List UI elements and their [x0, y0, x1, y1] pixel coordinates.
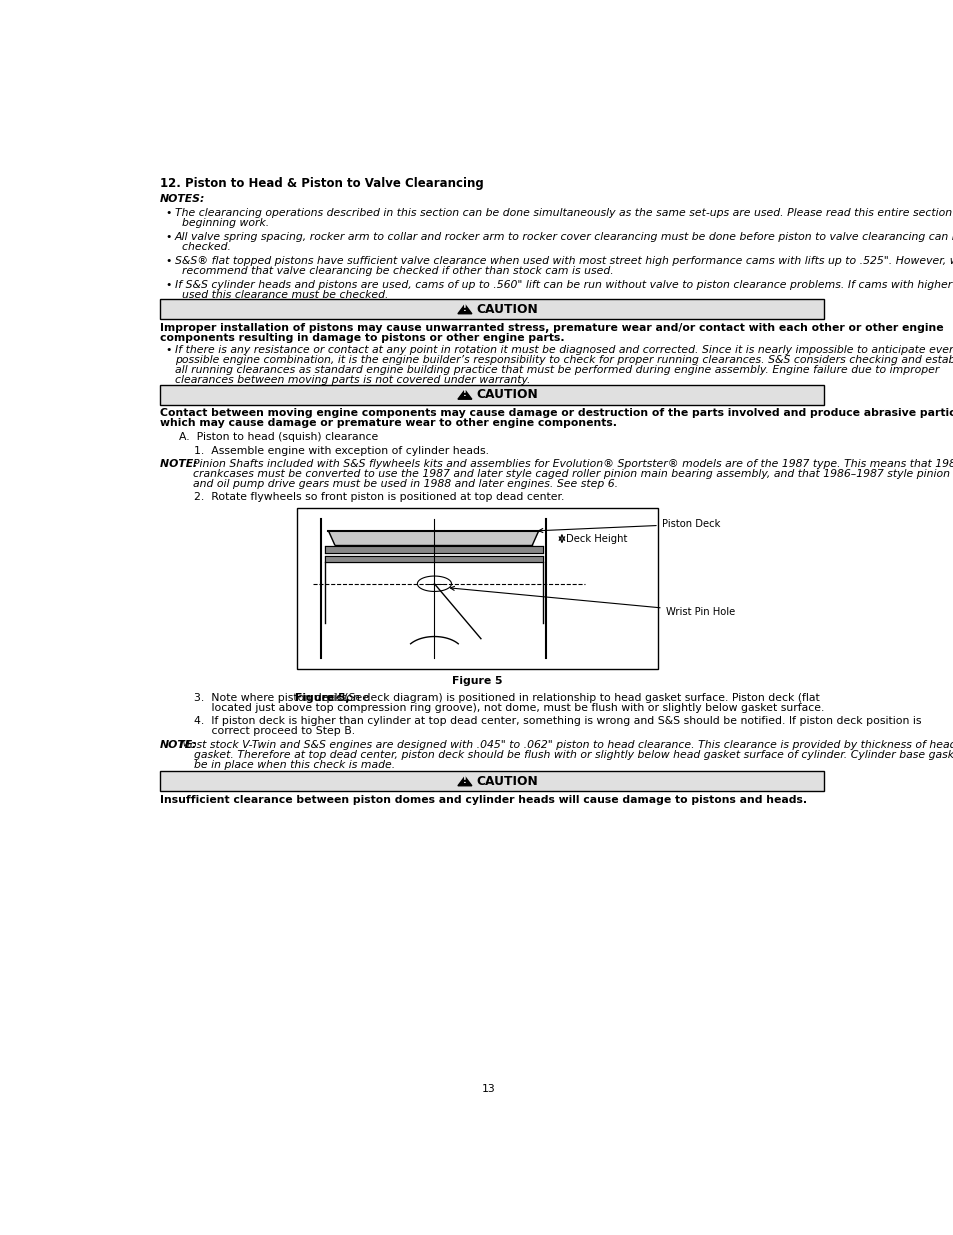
Text: A.  Piston to head (squish) clearance: A. Piston to head (squish) clearance [179, 432, 377, 442]
Polygon shape [457, 390, 472, 399]
Text: 4.  If piston deck is higher than cylinder at top dead center, something is wron: 4. If piston deck is higher than cylinde… [194, 716, 921, 726]
Text: located just above top compression ring groove), not dome, must be flush with or: located just above top compression ring … [194, 703, 824, 713]
Text: !: ! [462, 776, 466, 785]
Text: which may cause damage or premature wear to other engine components.: which may cause damage or premature wear… [159, 419, 616, 429]
Text: Pinion Shafts included with S&S flywheels kits and assemblies for Evolution® Spo: Pinion Shafts included with S&S flywheel… [193, 458, 953, 468]
Polygon shape [324, 546, 542, 553]
Text: and oil pump drive gears must be used in 1988 and later engines. See step 6.: and oil pump drive gears must be used in… [193, 478, 618, 489]
Text: CAUTION: CAUTION [476, 774, 537, 788]
Text: CAUTION: CAUTION [476, 388, 537, 401]
Text: Figure 5: Figure 5 [452, 676, 502, 685]
Text: Improper installation of pistons may cause unwarranted stress, premature wear an: Improper installation of pistons may cau… [159, 324, 943, 333]
Text: 13: 13 [481, 1084, 496, 1094]
Text: !: ! [462, 304, 466, 312]
Text: 12. Piston to Head & Piston to Valve Clearancing: 12. Piston to Head & Piston to Valve Cle… [159, 178, 483, 190]
Text: piston deck diagram) is positioned in relationship to head gasket surface. Pisto: piston deck diagram) is positioned in re… [323, 693, 819, 703]
Bar [297, 508, 658, 669]
Polygon shape [457, 777, 472, 785]
Text: If there is any resistance or contact at any point in rotation it must be diagno: If there is any resistance or contact at… [174, 346, 953, 356]
Text: NOTES:: NOTES: [159, 194, 205, 205]
Polygon shape [457, 305, 472, 314]
Text: checked.: checked. [174, 242, 231, 252]
Text: NOTE:: NOTE: [159, 458, 200, 468]
Text: possible engine combination, it is the engine builder’s responsibility to check : possible engine combination, it is the e… [174, 356, 953, 366]
Text: components resulting in damage to pistons or other engine parts.: components resulting in damage to piston… [159, 333, 563, 343]
Text: beginning work.: beginning work. [174, 219, 269, 228]
Polygon shape [324, 556, 542, 562]
Text: gasket. Therefore at top dead center, piston deck should be flush with or slight: gasket. Therefore at top dead center, pi… [194, 751, 953, 761]
Text: NOTE:: NOTE: [159, 740, 197, 751]
Polygon shape [328, 531, 538, 545]
Text: be in place when this check is made.: be in place when this check is made. [194, 761, 395, 771]
Text: Figure 5,: Figure 5, [294, 693, 349, 703]
Text: Piston Deck: Piston Deck [538, 519, 720, 532]
Text: all running clearances as standard engine building practice that must be perform: all running clearances as standard engin… [174, 366, 939, 375]
Text: 1.  Assemble engine with exception of cylinder heads.: 1. Assemble engine with exception of cyl… [194, 446, 489, 456]
Text: !: ! [462, 389, 466, 399]
Text: Deck Height: Deck Height [565, 534, 626, 543]
Text: Contact between moving engine components may cause damage or destruction of the : Contact between moving engine components… [159, 409, 953, 419]
Text: clearances between moving parts is not covered under warranty.: clearances between moving parts is not c… [174, 375, 530, 385]
Text: Insufficient clearance between piston domes and cylinder heads will cause damage: Insufficient clearance between piston do… [159, 795, 806, 805]
Bar [159, 771, 823, 792]
Bar [159, 384, 823, 405]
Text: Most stock V-Twin and S&S engines are designed with .045" to .062" piston to hea: Most stock V-Twin and S&S engines are de… [176, 740, 953, 751]
Text: If S&S cylinder heads and pistons are used, cams of up to .560" lift can be run : If S&S cylinder heads and pistons are us… [174, 280, 953, 290]
Text: •: • [166, 280, 172, 290]
Text: All valve spring spacing, rocker arm to collar and rocker arm to rocker cover cl: All valve spring spacing, rocker arm to … [174, 232, 953, 242]
Text: Wrist Pin Hole: Wrist Pin Hole [450, 587, 734, 616]
Text: correct proceed to Step B.: correct proceed to Step B. [194, 726, 355, 736]
Text: •: • [166, 232, 172, 242]
Text: The clearancing operations described in this section can be done simultaneously : The clearancing operations described in … [174, 209, 953, 219]
Text: recommend that valve clearancing be checked if other than stock cam is used.: recommend that valve clearancing be chec… [174, 266, 613, 275]
Text: 2.  Rotate flywheels so front piston is positioned at top dead center.: 2. Rotate flywheels so front piston is p… [194, 493, 564, 503]
Text: •: • [166, 256, 172, 266]
Text: used this clearance must be checked.: used this clearance must be checked. [174, 290, 388, 300]
Text: •: • [166, 209, 172, 219]
Bar [159, 299, 823, 319]
Text: S&S® flat topped pistons have sufficient valve clearance when used with most str: S&S® flat topped pistons have sufficient… [174, 256, 953, 266]
Text: CAUTION: CAUTION [476, 303, 537, 316]
Text: •: • [166, 346, 172, 356]
Text: 3.  Note where piston deck (See: 3. Note where piston deck (See [194, 693, 373, 703]
Text: crankcases must be converted to use the 1987 and later style caged roller pinion: crankcases must be converted to use the … [193, 468, 953, 478]
